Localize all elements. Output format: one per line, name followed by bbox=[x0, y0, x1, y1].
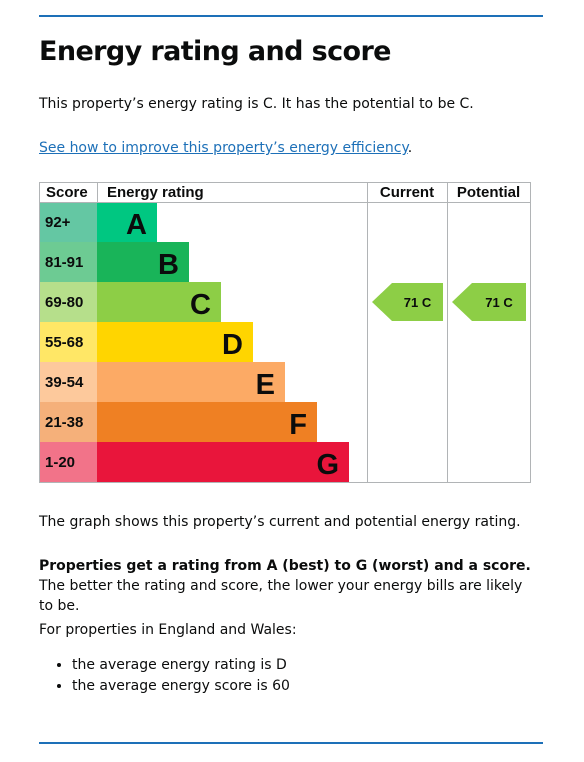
band-score-cell-d bbox=[39, 322, 97, 362]
band-score-cell-e bbox=[39, 362, 97, 402]
band-score-range: 92+ bbox=[45, 214, 71, 231]
band-bar-e bbox=[97, 362, 285, 402]
band-letter: D bbox=[222, 329, 243, 361]
list-item: the average energy score is 60 bbox=[72, 676, 290, 697]
list-item: the average energy rating is D bbox=[72, 655, 290, 676]
potential-rating-label: 71 C bbox=[485, 295, 513, 310]
rating-explanation-rest: The better the rating and score, the low… bbox=[39, 578, 523, 614]
header-potential: Potential bbox=[457, 184, 520, 201]
chart-border bbox=[39, 182, 531, 483]
rating-summary: This property’s energy rating is C. It h… bbox=[39, 96, 474, 112]
band-bar-f bbox=[97, 402, 317, 442]
improve-link-line: See how to improve this property’s energ… bbox=[39, 138, 539, 158]
band-score-cell-c bbox=[39, 282, 97, 322]
rating-explanation: Properties get a rating from A (best) to… bbox=[39, 556, 539, 616]
band-score-range: 39-54 bbox=[45, 374, 84, 391]
improve-efficiency-link[interactable]: See how to improve this property’s energ… bbox=[39, 140, 408, 156]
bottom-divider bbox=[39, 742, 543, 744]
graph-caption: The graph shows this property’s current … bbox=[39, 514, 521, 530]
band-score-cell-b bbox=[39, 242, 97, 282]
link-suffix: . bbox=[407, 140, 413, 156]
band-score-range: 1-20 bbox=[45, 454, 75, 471]
current-arrow bbox=[372, 283, 443, 321]
rating-explanation-bold: Properties get a rating from A (best) to… bbox=[39, 558, 531, 574]
header-current: Current bbox=[380, 184, 434, 201]
band-bar-d bbox=[97, 322, 253, 362]
header-score: Score bbox=[46, 184, 88, 201]
energy-rating-chart: Score Energy rating Current Potential 92+ A 81… bbox=[39, 182, 531, 483]
band-letter: A bbox=[126, 209, 147, 241]
potential-arrow bbox=[452, 283, 526, 321]
band-bar-g bbox=[97, 442, 349, 482]
header-energy-rating: Energy rating bbox=[107, 184, 204, 201]
page-title: Energy rating and score bbox=[39, 36, 391, 67]
band-bar-b bbox=[97, 242, 189, 282]
band-score-cell-f bbox=[39, 402, 97, 442]
band-letter: B bbox=[158, 249, 179, 281]
band-letter: E bbox=[256, 369, 275, 401]
region-intro: For properties in England and Wales: bbox=[39, 622, 297, 638]
averages-list: the average energy rating is D the avera… bbox=[39, 655, 290, 697]
band-score-range: 81-91 bbox=[45, 254, 83, 271]
band-letter: C bbox=[190, 289, 211, 321]
band-score-cell-g bbox=[39, 442, 97, 482]
band-letter: F bbox=[289, 409, 307, 441]
top-divider bbox=[39, 15, 543, 17]
band-letter: G bbox=[316, 449, 339, 481]
band-score-range: 55-68 bbox=[45, 334, 83, 351]
band-score-range: 21-38 bbox=[45, 414, 83, 431]
band-score-range: 69-80 bbox=[45, 294, 83, 311]
band-bar-a bbox=[97, 202, 157, 242]
band-bar-c bbox=[97, 282, 221, 322]
band-score-cell-a bbox=[39, 202, 97, 242]
current-rating-label: 71 C bbox=[404, 295, 432, 310]
